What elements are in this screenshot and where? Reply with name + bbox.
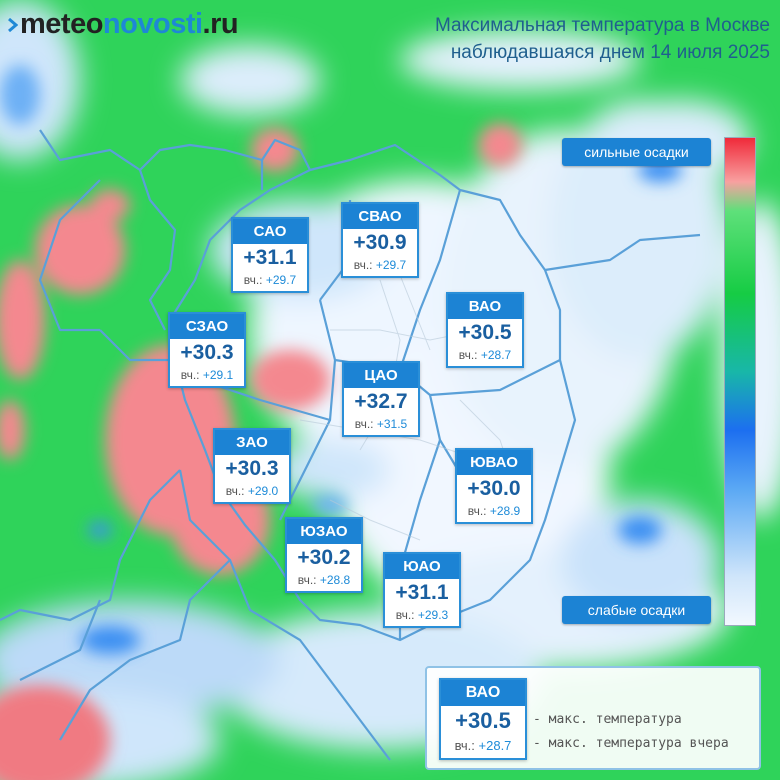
- district-yesterday: вч.: +29.7: [233, 272, 307, 291]
- title-line-2: наблюдавшаяся днем 14 июля 2025: [450, 42, 770, 63]
- site-logo[interactable]: meteonovosti.ru: [8, 8, 239, 41]
- district-yesterday: вч.: +29.3: [385, 607, 459, 626]
- yesterday-value: +28.8: [319, 573, 351, 587]
- district-temp: +30.3: [180, 341, 234, 364]
- district-yesterday: вч.: +28.9: [457, 503, 531, 522]
- district-card-svao[interactable]: СВАО +30.9 вч.: +29.7: [341, 202, 419, 278]
- district-name: ЗАО: [215, 430, 289, 455]
- title-line-1: Максимальная температура в Москве: [434, 15, 770, 36]
- yesterday-label: вч.:: [458, 348, 478, 362]
- district-name: СЗАО: [170, 314, 244, 339]
- yesterday-label: вч.:: [225, 484, 245, 498]
- district-card-vao[interactable]: ВАО +30.5 вч.: +28.7: [446, 292, 524, 368]
- yesterday-value: +29.7: [265, 273, 297, 287]
- yesterday-label: вч.:: [353, 258, 373, 272]
- district-yesterday: вч.: +28.8: [287, 572, 361, 591]
- scale-label-light: слабые осадки: [562, 596, 711, 624]
- yesterday-value: +28.7: [478, 738, 512, 753]
- logo-mark-icon: [8, 18, 18, 32]
- district-card-sao[interactable]: САО +31.1 вч.: +29.7: [231, 217, 309, 293]
- district-temp: +30.0: [467, 477, 521, 500]
- yesterday-value: +28.9: [489, 504, 521, 518]
- legend-district-yesterday: вч.: +28.7: [441, 736, 525, 758]
- logo-text-ru: .ru: [202, 8, 239, 40]
- yesterday-label: вч.:: [354, 417, 374, 431]
- district-card-zao[interactable]: ЗАО +30.3 вч.: +29.0: [213, 428, 291, 504]
- heavy-precipitation-areas: [0, 123, 522, 780]
- yesterday-value: +31.5: [376, 417, 408, 431]
- yesterday-label: вч.:: [243, 273, 263, 287]
- scale-label-heavy: сильные осадки: [562, 138, 711, 166]
- district-yesterday: вч.: +28.7: [448, 347, 522, 366]
- district-temp: +31.1: [243, 246, 297, 269]
- district-borders: [0, 129, 701, 761]
- yesterday-value: +29.1: [202, 368, 234, 382]
- district-card-tsao[interactable]: ЦАО +32.7 вч.: +31.5: [342, 361, 420, 437]
- district-name: САО: [233, 219, 307, 244]
- yesterday-label: вч.:: [180, 368, 200, 382]
- map-title: Максимальная температура в Москве наблюд…: [435, 12, 770, 66]
- legend-text-max-temp-yesterday: - макс. температура вчера: [533, 736, 729, 751]
- legend-text-max-temp: - макс. температура: [533, 712, 682, 727]
- district-card-szao[interactable]: СЗАО +30.3 вч.: +29.1: [168, 312, 246, 388]
- yesterday-value: +29.0: [247, 484, 279, 498]
- legend-district-name: ВАО: [441, 680, 525, 706]
- yesterday-label: вч.:: [395, 608, 415, 622]
- district-name: ЮВАО: [457, 450, 531, 475]
- district-name: ЦАО: [344, 363, 418, 388]
- district-card-yuvao[interactable]: ЮВАО +30.0 вч.: +28.9: [455, 448, 533, 524]
- yesterday-value: +29.7: [375, 258, 407, 272]
- district-card-yuao[interactable]: ЮАО +31.1 вч.: +29.3: [383, 552, 461, 628]
- yesterday-value: +29.3: [417, 608, 449, 622]
- map-legend: ВАО +30.5 вч.: +28.7 - макс. температура…: [425, 666, 761, 770]
- logo-text-meteo: meteo: [20, 8, 103, 40]
- yesterday-label: вч.:: [454, 738, 475, 753]
- district-name: ЮЗАО: [287, 519, 361, 544]
- district-temp: +31.1: [395, 581, 449, 604]
- logo-text-novosti: novosti: [102, 8, 203, 40]
- district-yesterday: вч.: +29.0: [215, 483, 289, 502]
- district-temp: +30.5: [458, 321, 512, 344]
- precipitation-scale-bar: [724, 137, 756, 626]
- district-yesterday: вч.: +31.5: [344, 416, 418, 435]
- legend-district-temp: +30.5: [455, 708, 511, 733]
- legend-sample-card: ВАО +30.5 вч.: +28.7: [439, 678, 527, 760]
- district-name: ВАО: [448, 294, 522, 319]
- district-temp: +32.7: [354, 390, 408, 413]
- district-temp: +30.9: [353, 231, 407, 254]
- district-card-yuzao[interactable]: ЮЗАО +30.2 вч.: +28.8: [285, 517, 363, 593]
- yesterday-value: +28.7: [480, 348, 512, 362]
- district-yesterday: вч.: +29.7: [343, 257, 417, 276]
- district-yesterday: вч.: +29.1: [170, 367, 244, 386]
- district-temp: +30.2: [297, 546, 351, 569]
- district-name: СВАО: [343, 204, 417, 229]
- district-name: ЮАО: [385, 554, 459, 579]
- yesterday-label: вч.:: [467, 504, 487, 518]
- district-temp: +30.3: [225, 457, 279, 480]
- yesterday-label: вч.:: [297, 573, 317, 587]
